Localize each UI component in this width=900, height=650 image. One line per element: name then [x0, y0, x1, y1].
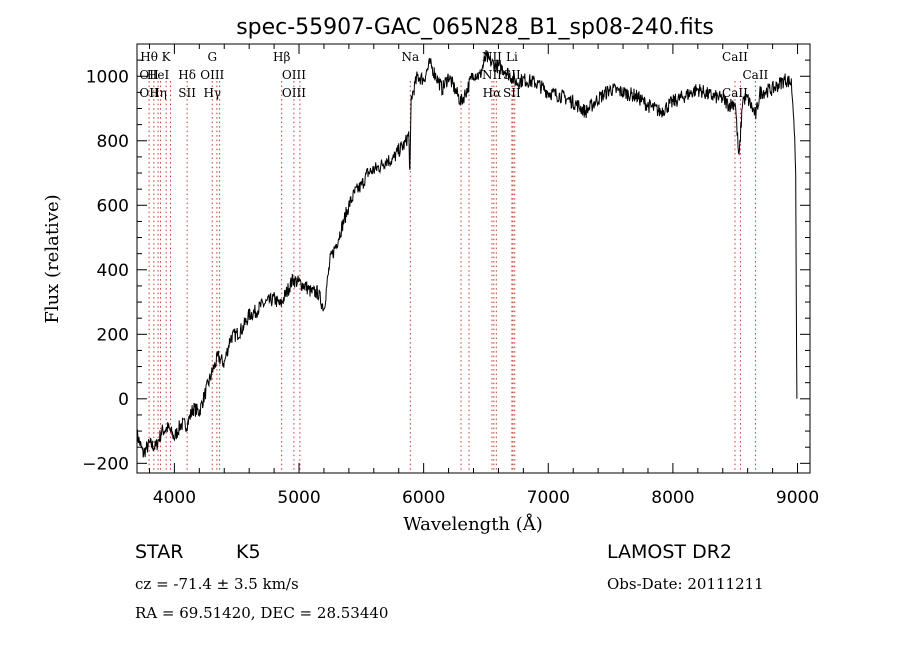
spectral-line-markers	[148, 81, 756, 473]
line-label: Hδ	[178, 68, 196, 82]
line-label: CaII	[742, 68, 768, 82]
line-label: HeI	[147, 68, 170, 82]
object-type: STAR	[135, 541, 184, 563]
line-label: SII	[178, 86, 196, 100]
line-label: G	[207, 50, 217, 64]
spectrum-line	[136, 49, 798, 458]
line-label: OII	[139, 68, 159, 82]
y-tick-label: 600	[97, 196, 129, 216]
y-tick-label: 200	[97, 325, 129, 345]
line-label: OII	[139, 86, 159, 100]
line-label: OIII	[282, 86, 306, 100]
chart-title: spec-55907-GAC_065N28_B1_sp08-240.fits	[236, 15, 714, 40]
x-tick-label: 9000	[776, 488, 819, 508]
x-tick-label: 5000	[277, 488, 320, 508]
y-axis: −200 0 200 400 600 800 1000	[82, 43, 810, 474]
coordinates: RA = 69.51420, DEC = 28.53440	[135, 604, 389, 622]
observation-date: Obs-Date: 20111211	[607, 575, 764, 593]
plot-frame	[136, 43, 811, 474]
x-tick-label: 6000	[402, 488, 445, 508]
x-axis: 4000 5000 6000 7000 8000 9000	[148, 44, 819, 508]
x-axis-label: Wavelength (Å)	[403, 513, 543, 535]
line-label: OIII	[282, 68, 306, 82]
line-label: Hγ	[203, 86, 221, 100]
line-label: CaII	[722, 86, 748, 100]
line-label: OIII	[200, 68, 224, 82]
y-tick-label: 800	[97, 132, 129, 152]
survey-name: LAMOST DR2	[607, 541, 732, 563]
spectral-subclass: K5	[236, 541, 261, 563]
line-label: Hβ	[273, 50, 290, 64]
line-label: SII	[503, 86, 521, 100]
line-label: Hθ	[140, 50, 158, 64]
line-label: CaII	[722, 50, 748, 64]
y-axis-label: Flux (relative)	[42, 194, 63, 323]
y-tick-label: 0	[118, 390, 129, 410]
line-label: Na	[401, 50, 419, 64]
x-tick-label: 7000	[527, 488, 570, 508]
line-label: Hη	[149, 86, 167, 100]
redshift-text: cz = -71.4 ± 3.5 km/s	[135, 575, 299, 593]
line-label: K	[162, 50, 172, 64]
spectrum-chart: spec-55907-GAC_065N28_B1_sp08-240.fits H…	[42, 15, 819, 535]
y-tick-label: −200	[82, 454, 129, 474]
line-label: Hα	[483, 86, 502, 100]
x-tick-label: 4000	[153, 488, 196, 508]
y-tick-label: 1000	[86, 67, 129, 87]
line-label: Li	[506, 50, 518, 64]
x-tick-label: 8000	[651, 488, 694, 508]
line-label: NII	[482, 68, 502, 82]
y-tick-label: 400	[97, 261, 129, 281]
